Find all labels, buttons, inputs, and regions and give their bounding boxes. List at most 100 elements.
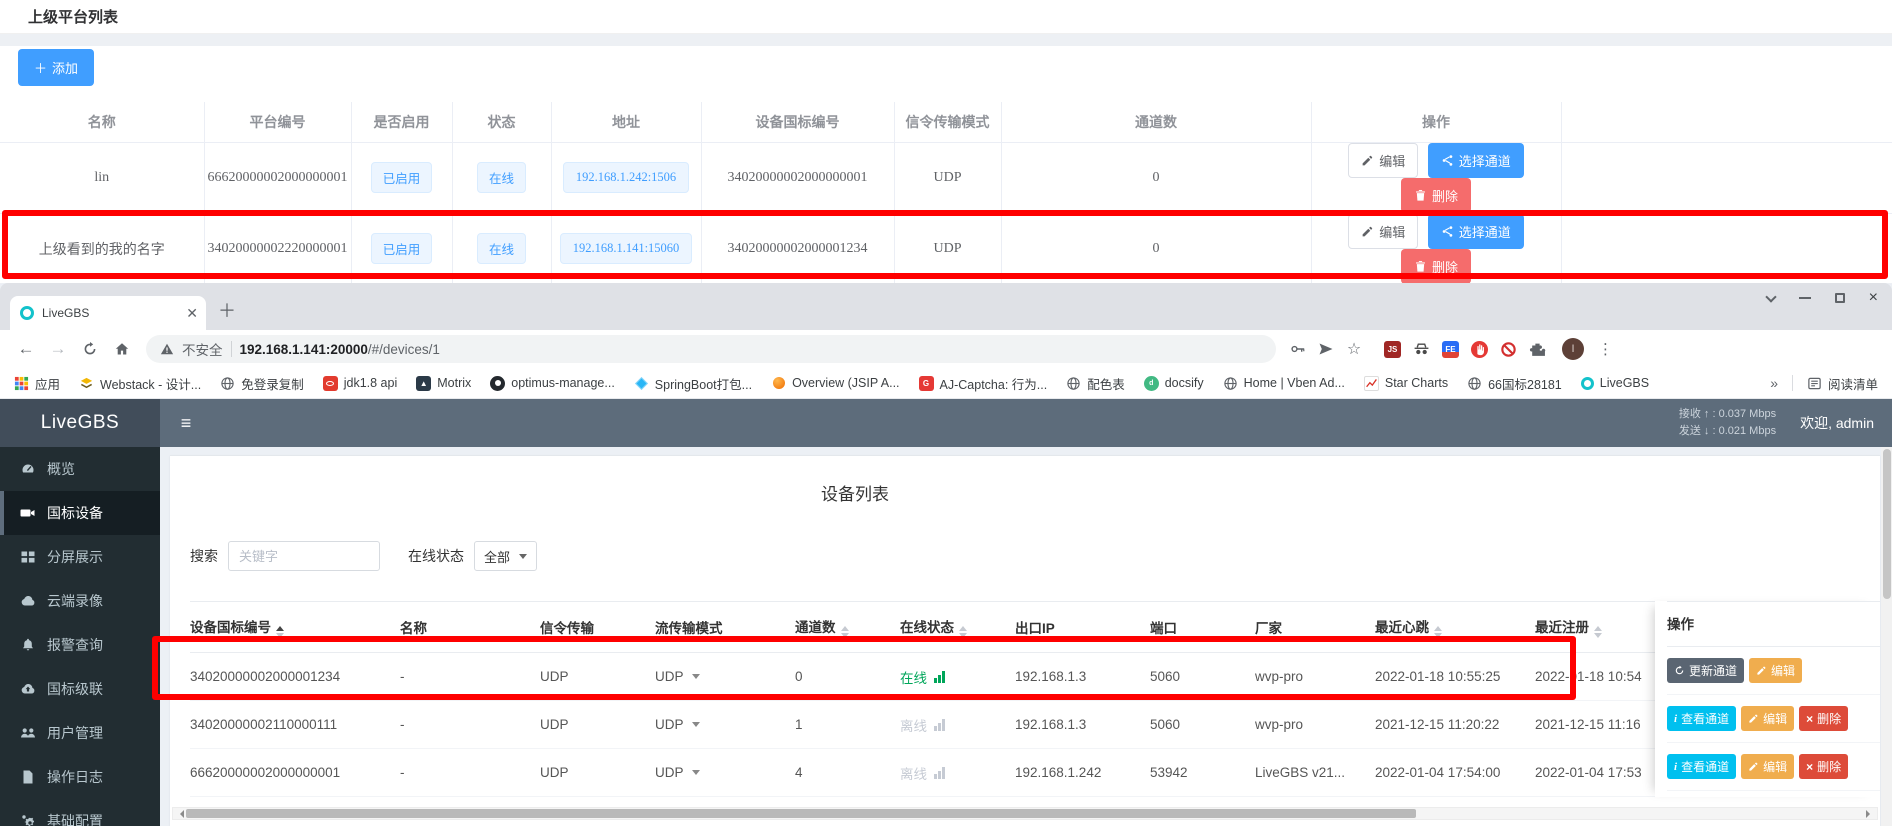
vertical-scrollbar[interactable] — [1881, 447, 1892, 826]
sidebar-item-alarm-query[interactable]: 报警查询 — [0, 623, 160, 667]
bar-chart-icon — [934, 670, 945, 683]
edit-button[interactable]: 编辑 — [1348, 142, 1419, 178]
column-header: 地址 — [550, 102, 702, 143]
sidebar-item-split-screen[interactable]: 分屏展示 — [0, 535, 160, 579]
stream-mode-select[interactable]: UDP — [655, 669, 700, 684]
sidebar-item-user-management[interactable]: 用户管理 — [0, 711, 160, 755]
edit-button[interactable]: 编辑 — [1348, 213, 1419, 249]
select-channel-button[interactable]: 选择通道 — [1427, 142, 1524, 178]
browser-menu-icon[interactable]: ⋮ — [1598, 341, 1613, 358]
offline-status: 离线 — [900, 763, 945, 783]
bookmark-item[interactable]: jdk1.8 api — [322, 375, 397, 391]
stream-mode-select[interactable]: UDP — [655, 717, 700, 732]
sidebar-item-overview[interactable]: 概览 — [0, 447, 160, 491]
bookmark-item[interactable]: 免登录复制 — [220, 374, 304, 393]
bookmark-apps[interactable]: 应用 — [14, 374, 60, 393]
window-close-icon[interactable]: × — [1868, 289, 1878, 306]
platform-table: 名称 平台编号 是否启用 状态 地址 设备国标编号 信令传输模式 通道数 操作 … — [0, 102, 1892, 285]
hamburger-icon[interactable]: ≡ — [180, 412, 192, 433]
trash-icon — [1416, 260, 1425, 272]
scrollbar-thumb[interactable] — [186, 809, 1416, 818]
bookmark-item[interactable]: Star Charts — [1363, 375, 1448, 391]
bookmark-item[interactable]: Overview (JSIP A... — [771, 376, 900, 391]
tab-close-icon[interactable]: ✕ — [186, 304, 198, 321]
bookmark-item[interactable]: SpringBoot打包... — [634, 374, 752, 393]
bookmark-item[interactable]: 配色表 — [1066, 374, 1125, 393]
delete-button[interactable]: × 删除 — [1799, 706, 1849, 731]
bookmark-item[interactable]: Webstack - 设计... — [79, 374, 201, 393]
app-logo[interactable]: LiveGBS — [0, 399, 160, 447]
new-tab-button[interactable]: ＋ — [218, 301, 236, 321]
security-warning[interactable]: 不安全 — [182, 343, 223, 358]
pencil-icon — [1757, 666, 1766, 675]
device-list-card: 设备列表 搜索 在线状态 全部 — [170, 455, 1880, 826]
search-input[interactable] — [228, 541, 380, 571]
adblock-hand-icon[interactable] — [1471, 340, 1488, 358]
edit-button[interactable]: 编辑 — [1749, 658, 1803, 683]
sort-icon[interactable] — [1594, 626, 1602, 638]
puzzle-extensions-icon[interactable] — [1529, 341, 1546, 358]
edit-button[interactable]: 编辑 — [1741, 706, 1795, 731]
bookmark-livegbs[interactable]: LiveGBS — [1580, 376, 1649, 390]
bookmark-star-icon[interactable]: ☆ — [1346, 341, 1362, 358]
bookmark-item[interactable]: ▲ Motrix — [416, 375, 471, 391]
reading-list-button[interactable]: 阅读清单 — [1807, 374, 1878, 393]
bookmark-item[interactable]: d docsify — [1143, 375, 1204, 391]
table-row-highlighted: 上级看到的我的名字 34020000002220000001 已启用 在线 19… — [0, 212, 1892, 285]
toolbar: ＋ 添加 — [0, 46, 1892, 89]
send-icon[interactable] — [1314, 337, 1338, 361]
js-extension-icon[interactable]: JS — [1384, 340, 1401, 358]
bookmark-item[interactable]: 66国标28181 — [1467, 374, 1562, 393]
browser-tab[interactable]: LiveGBS ✕ — [10, 296, 206, 330]
sort-icon[interactable] — [959, 626, 967, 638]
reload-icon[interactable] — [76, 335, 104, 363]
delete-button[interactable]: 删除 — [1400, 177, 1471, 213]
sidebar-item-cloud-recording[interactable]: 云端录像 — [0, 579, 160, 623]
minimize-icon[interactable] — [1798, 297, 1811, 299]
sort-icon[interactable] — [840, 626, 849, 638]
incognito-mask-icon[interactable] — [1413, 341, 1430, 358]
captcha-icon: G — [918, 375, 934, 391]
block-sign-icon[interactable] — [1500, 341, 1517, 358]
stream-mode-select[interactable]: UDP — [655, 765, 700, 780]
online-status[interactable]: 在线 — [900, 667, 945, 687]
tab-search-icon[interactable] — [1764, 290, 1777, 303]
view-channels-button[interactable]: i 查看通道 — [1667, 706, 1737, 731]
profile-avatar[interactable]: I — [1562, 338, 1584, 360]
delete-button[interactable]: 删除 — [1400, 248, 1471, 284]
address-bar[interactable]: 不安全 192.168.1.141:20000/#/devices/1 — [146, 335, 1276, 363]
bookmark-item[interactable]: G AJ-Captcha: 行为... — [918, 374, 1047, 393]
fe-extension-icon[interactable]: FE — [1442, 340, 1459, 358]
bookmark-item[interactable]: Home | Vben Ad... — [1223, 376, 1345, 391]
divider — [1791, 375, 1793, 391]
cell-name: 上级看到的我的名字 — [0, 212, 205, 285]
user-menu[interactable]: 欢迎, admin — [1800, 415, 1874, 431]
view-channels-button[interactable]: i 查看通道 — [1667, 754, 1737, 779]
scroll-right-icon[interactable] — [1866, 809, 1874, 818]
bookmarks-overflow-icon[interactable]: » — [1770, 375, 1778, 391]
select-channel-button[interactable]: 选择通道 — [1427, 213, 1524, 249]
superior-platform-panel: 上级平台列表 ＋ 添加 名称 平台编号 是否启用 状态 地址 设备国标编号 信令… — [0, 0, 1892, 285]
home-icon[interactable] — [108, 335, 136, 363]
sort-icon[interactable] — [1434, 626, 1442, 638]
edit-button[interactable]: 编辑 — [1741, 754, 1795, 779]
bookmark-item[interactable]: optimus-manage... — [490, 375, 615, 391]
online-status-select[interactable]: 全部 — [474, 541, 538, 571]
url-text[interactable]: 192.168.1.141:20000/#/devices/1 — [239, 341, 440, 357]
update-channels-button[interactable]: 更新通道 — [1667, 658, 1745, 683]
add-button[interactable]: ＋ 添加 — [18, 49, 95, 86]
scrollbar-thumb[interactable] — [1882, 449, 1891, 599]
back-icon[interactable]: ← — [17, 339, 35, 358]
horizontal-scrollbar[interactable] — [172, 807, 1878, 820]
sidebar-item-cascade[interactable]: 国标级联 — [0, 667, 160, 711]
sidebar-item-devices[interactable]: 国标设备 — [0, 491, 160, 535]
scroll-left-icon[interactable] — [176, 809, 184, 818]
sidebar-item-operation-log[interactable]: 操作日志 — [0, 755, 160, 799]
address-tag: 192.168.1.242:1506 — [562, 162, 690, 193]
maximize-icon[interactable] — [1834, 293, 1845, 303]
sidebar-item-basic-config[interactable]: 基础配置 — [0, 799, 160, 826]
sort-icon[interactable] — [276, 626, 284, 638]
forward-icon[interactable]: → — [49, 339, 67, 358]
key-icon[interactable] — [1286, 337, 1310, 361]
delete-button[interactable]: × 删除 — [1799, 754, 1849, 779]
